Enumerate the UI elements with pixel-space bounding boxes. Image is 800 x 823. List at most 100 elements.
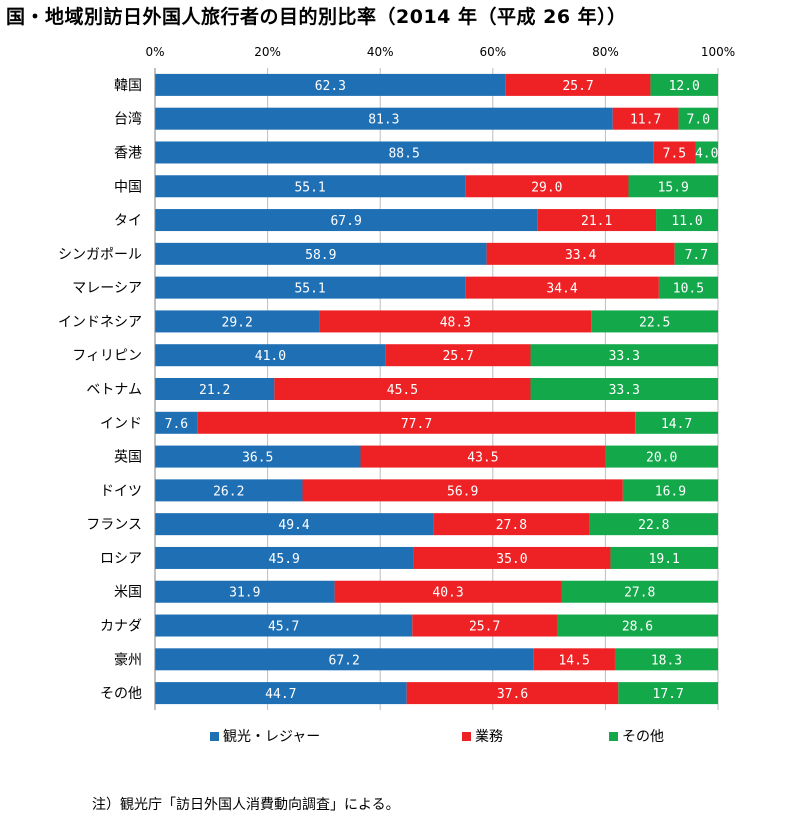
data-label: 20.0 [646,451,677,466]
bar-segment [658,276,718,299]
data-label: 27.8 [496,518,527,533]
category-label: インドネシア [58,314,142,330]
x-tick-label: 80% [592,45,619,59]
x-tick-label: 100% [701,45,735,59]
data-label: 48.3 [440,315,471,330]
data-label: 45.5 [387,383,418,398]
data-label: 31.9 [229,586,260,601]
bar-segment [155,276,466,299]
bar-segment [605,445,718,468]
data-label: 36.5 [242,451,273,466]
data-label: 45.7 [268,620,299,635]
data-label: 21.2 [199,383,230,398]
bar-segment [614,648,718,671]
bar-segment [274,378,531,400]
bar-segment [155,73,506,96]
bar-segment [556,614,718,637]
legend-swatch [210,732,219,741]
legend-label: その他 [622,729,664,745]
legend-swatch [609,732,618,741]
bar-segment [591,310,718,333]
bar-segment [155,546,414,569]
data-label: 67.9 [330,214,361,229]
bar-segment [533,648,615,671]
x-tick-label: 60% [479,45,506,59]
bar-segment [155,175,466,198]
category-label: 英国 [114,449,142,466]
bar-segment [155,648,534,671]
category-label: 米国 [114,585,142,601]
data-label: 27.8 [624,586,655,601]
bar-segment [561,580,718,603]
bar-segment [155,513,434,536]
category-label: 韓国 [114,78,142,94]
category-label: 中国 [114,179,142,195]
data-label: 26.2 [213,484,244,499]
bar-segment [406,682,619,705]
source-note: 注）観光庁「訪日外国人消費動向調査」による。 [92,797,400,813]
data-label: 19.1 [649,552,680,567]
bar-segment [319,310,592,333]
stacked-bar-chart: 0% 20% 40% 60% 80% 100% 韓国 62.3 25.7 12.0 台湾 81.3 11… [58,45,735,745]
data-label: 43.5 [467,451,498,466]
data-label: 49.4 [278,518,309,533]
data-label: 7.0 [687,113,710,128]
bar-segment [635,411,718,434]
category-label: フランス [86,517,142,533]
chart-title: 国・地域別訪日外国人旅行者の目的別比率（2014 年（平成 26 年）） [6,6,627,28]
data-label: 7.5 [663,146,686,161]
category-label: シンガポール [58,247,142,263]
bar-segment [433,513,590,536]
data-label: 33.3 [609,349,640,364]
legend-label: 観光・レジャー [223,728,320,745]
data-label: 29.2 [222,315,253,330]
bar-segment [589,513,718,536]
x-tick-label: 0% [145,45,164,59]
bar-segment [505,73,651,96]
data-label: 41.0 [255,349,286,364]
bar-segment [412,614,557,637]
data-label: 22.5 [639,315,670,330]
x-tick-label: 20% [254,45,281,59]
data-label: 28.6 [622,620,653,635]
bar-segment [155,141,654,164]
bar-segment [155,242,487,265]
data-label: 67.2 [329,653,360,668]
data-label: 12.0 [669,79,700,94]
data-label: 11.0 [671,214,702,229]
data-label: 88.5 [388,146,419,161]
data-label: 21.1 [581,214,612,229]
data-label: 11.7 [630,113,661,128]
category-label: マレーシア [72,281,142,297]
bar-segment [155,344,386,367]
data-label: 81.3 [368,113,399,128]
data-label: 14.7 [661,417,692,432]
category-label: 豪州 [114,652,142,668]
data-label: 22.8 [638,518,669,533]
bar-segment [465,276,659,299]
bar-segment [465,175,629,198]
bar-segment [530,378,718,400]
data-label: 58.9 [305,248,336,263]
bar-segment [622,479,718,502]
bar-segment [413,546,611,569]
data-label: 45.9 [269,552,300,567]
data-label: 55.1 [294,282,325,297]
category-label: フィリピン [72,348,142,364]
category-label: ロシア [100,551,142,567]
data-label: 56.9 [447,484,478,499]
data-label: 33.4 [565,248,596,263]
bar-segment [486,242,675,265]
category-label: ドイツ [100,483,142,499]
data-label: 62.3 [315,79,346,94]
bar-segment [530,344,718,367]
bar-segment [334,580,562,603]
bar-segment [678,107,718,130]
data-label: 40.3 [432,586,463,601]
bar-segment [628,175,718,198]
bar-segment [155,411,198,434]
category-label: 台湾 [114,111,142,128]
bar-segment [155,682,407,705]
data-label: 29.0 [531,180,562,195]
legend-swatch [462,732,471,741]
